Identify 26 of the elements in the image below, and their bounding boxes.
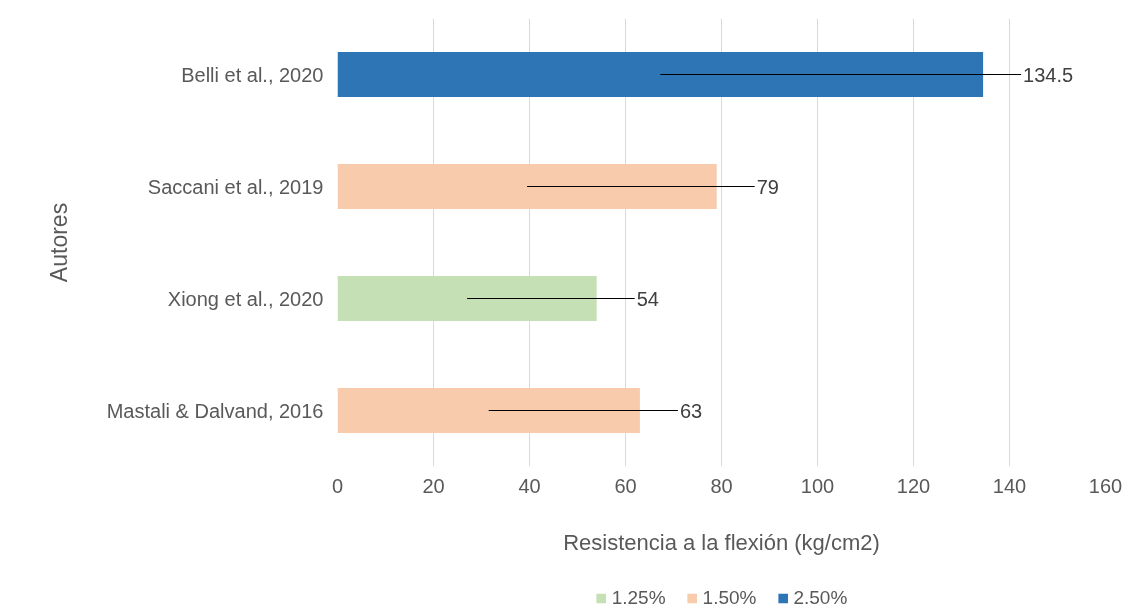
- bar: [337, 276, 597, 321]
- x-tick-label: 0: [331, 474, 344, 497]
- legend-label: 2.50%: [793, 587, 848, 609]
- x-tick-label: 100: [800, 474, 835, 497]
- x-tick-label: 60: [614, 474, 637, 497]
- data-label: 54: [636, 287, 659, 310]
- bar: [337, 388, 640, 433]
- x-tick-label: 140: [992, 474, 1027, 497]
- y-tick-label: Saccani et al., 2019: [147, 175, 324, 198]
- data-label: 134.5: [1023, 63, 1074, 86]
- legend-label: 1.50%: [702, 587, 757, 609]
- y-tick-label: Xiong et al., 2020: [167, 287, 324, 310]
- x-tick-label: 20: [422, 474, 445, 497]
- legend-label: 1.25%: [611, 587, 666, 609]
- y-tick-label: Belli et al., 2020: [181, 63, 324, 86]
- x-axis-title: Resistencia a la flexión (kg/cm2): [563, 529, 880, 555]
- x-tick-label: 120: [896, 474, 931, 497]
- data-label: 79: [756, 175, 779, 198]
- y-axis-title: Autores: [45, 202, 72, 283]
- x-tick-label: 40: [518, 474, 541, 497]
- x-tick-label: 80: [710, 474, 733, 497]
- x-tick-label: 160: [1088, 474, 1123, 497]
- bar: [337, 52, 984, 97]
- data-label: 63: [679, 399, 703, 422]
- bar: [337, 164, 717, 209]
- y-tick-label: Mastali & Dalvand, 2016: [106, 399, 324, 422]
